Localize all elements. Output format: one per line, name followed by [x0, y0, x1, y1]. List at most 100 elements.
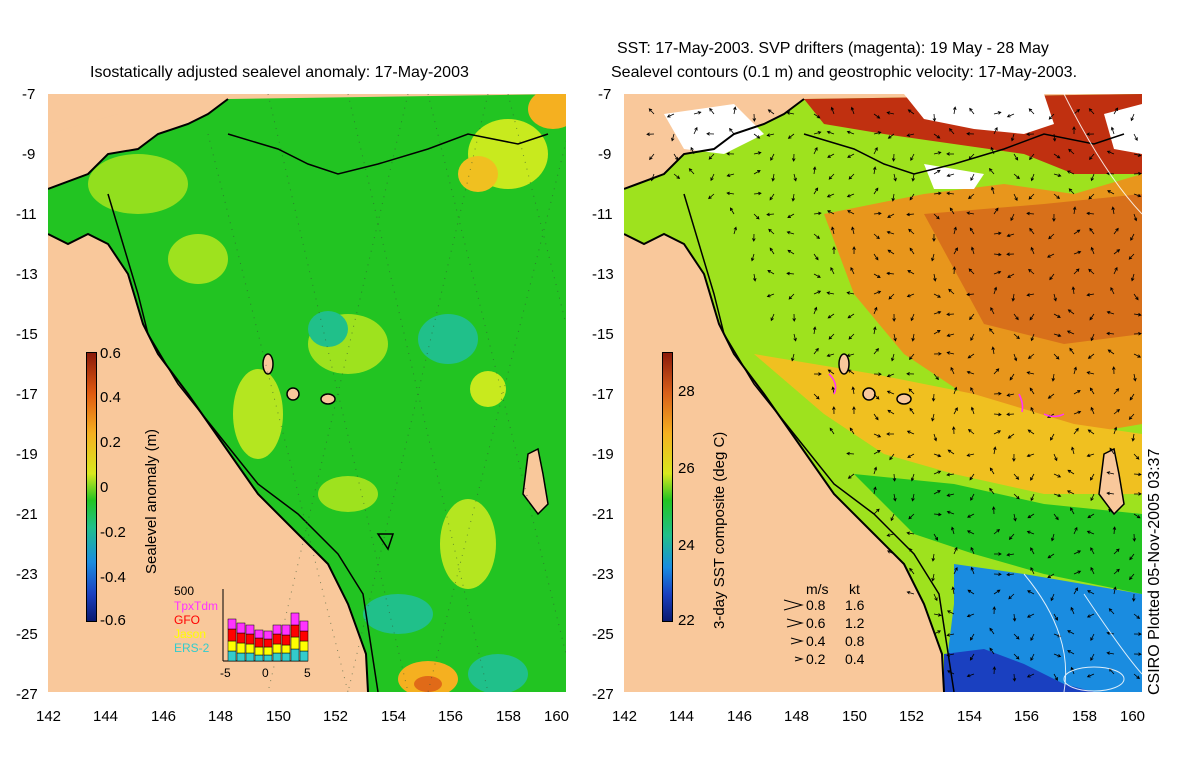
- velocity-arrow: [1026, 293, 1035, 297]
- velocity-arrow: [733, 106, 737, 115]
- velocity-arrow: [931, 573, 935, 582]
- velocity-arrow: [1053, 173, 1062, 177]
- velocity-arrow: [786, 230, 795, 235]
- sst-map: [624, 94, 1142, 692]
- velocity-arrow: [1066, 170, 1075, 175]
- sst-colorbar-tick: 26: [678, 460, 695, 477]
- velocity-arrow: [891, 353, 895, 362]
- velocity-arrow: [1053, 153, 1061, 159]
- velocity-arrow: [852, 246, 856, 255]
- velocity-arrow: [1049, 273, 1055, 281]
- velocity-arrow: [1090, 473, 1095, 481]
- velocity-arrow: [1029, 387, 1035, 395]
- velocity-arrow: [990, 186, 995, 195]
- velocity-arrow: [967, 513, 975, 518]
- velocity-arrow: [933, 169, 941, 175]
- histogram-bar: [245, 633, 255, 645]
- velocity-arrow: [813, 211, 822, 216]
- velocity-arrow: [908, 513, 915, 520]
- velocity-arrow: [967, 353, 975, 359]
- velocity-arrow: [1108, 608, 1115, 615]
- velocity-arrow: [1089, 153, 1095, 161]
- velocity-arrow: [1133, 453, 1140, 460]
- velocity-arrow: [1072, 126, 1076, 135]
- velocity-arrow: [947, 449, 955, 455]
- histogram-xtick: -5: [220, 666, 231, 680]
- velocity-arrow: [951, 426, 956, 435]
- velocity-arrow: [933, 151, 942, 155]
- histogram-bar: [236, 632, 246, 644]
- velocity-arrow: [886, 271, 895, 276]
- velocity-arrow: [873, 187, 879, 195]
- velocity-arrow: [752, 113, 757, 122]
- plot-credit: CSIRO Plotted 05-Nov-2005 03:37: [1146, 448, 1163, 695]
- lon-tick: 148: [784, 708, 810, 725]
- velocity-arrow: [1053, 193, 1061, 200]
- velocity-arrow: [891, 193, 895, 202]
- velocity-arrow: [1107, 349, 1115, 355]
- velocity-arrow: [846, 291, 855, 295]
- histogram-bar: [281, 652, 291, 662]
- velocity-arrow: [953, 407, 958, 415]
- velocity-arrow: [953, 386, 958, 395]
- sst-colorbar-tick: 22: [678, 612, 695, 629]
- velocity-arrow: [766, 212, 775, 217]
- velocity-arrow: [1006, 572, 1015, 577]
- velocity-arrow: [753, 170, 761, 175]
- velocity-arrow: [831, 226, 835, 235]
- lat-tick: -13: [16, 266, 38, 283]
- velocity-arrow: [753, 151, 762, 155]
- velocity-arrow: [1050, 433, 1055, 441]
- velocity-arrow: [769, 247, 775, 255]
- lon-tick: 144: [93, 708, 119, 725]
- histogram-bar: [263, 630, 273, 640]
- velocity-arrow: [966, 530, 975, 535]
- velocity-arrow: [953, 226, 957, 235]
- velocity-arrow: [1073, 390, 1081, 395]
- velocity-arrow: [1068, 188, 1075, 195]
- velocity-arrow: [1113, 227, 1119, 235]
- velocity-arrow: [873, 211, 882, 216]
- velocity-arrow: [1073, 587, 1078, 595]
- velocity-arrow: [733, 226, 737, 235]
- velocity-arrow: [1028, 193, 1035, 200]
- velocity-arrow: [966, 292, 975, 297]
- velocity-arrow: [1133, 632, 1142, 636]
- histogram-ymax-label: 500: [174, 584, 195, 598]
- velocity-legend-ms: 0.6: [806, 615, 826, 631]
- velocity-arrow: [786, 111, 795, 115]
- velocity-arrow: [893, 493, 897, 502]
- velocity-arrow: [826, 353, 835, 358]
- velocity-arrow: [970, 173, 975, 182]
- velocity-arrow: [1053, 293, 1057, 302]
- velocity-legend-kt: 1.2: [845, 615, 865, 631]
- velocity-arrow: [666, 113, 675, 118]
- velocity-arrow: [1133, 353, 1142, 358]
- velocity-arrow: [1073, 550, 1082, 555]
- velocity-arrow: [1068, 148, 1075, 155]
- histogram-bar: [290, 636, 300, 650]
- velocity-arrow: [873, 486, 877, 495]
- velocity-arrow: [1087, 590, 1095, 595]
- velocity-arrow: [1073, 229, 1081, 235]
- velocity-arrow: [910, 153, 915, 161]
- velocity-arrow: [726, 173, 735, 177]
- velocity-arrow: [966, 613, 975, 618]
- velocity-arrow: [1112, 366, 1116, 375]
- velocity-arrow: [693, 111, 702, 115]
- velocity-arrow: [1053, 473, 1062, 478]
- velocity-arrow: [1013, 633, 1020, 640]
- velocity-arrow: [933, 533, 939, 541]
- velocity-arrow: [1053, 313, 1061, 318]
- velocity-arrow: [828, 173, 835, 180]
- histogram-bar: [263, 654, 273, 662]
- velocity-arrow: [673, 173, 681, 179]
- velocity-arrow: [993, 446, 997, 455]
- velocity-arrow: [752, 233, 756, 242]
- sealevel-colorbar-tick: 0.4: [100, 389, 121, 406]
- velocity-arrow: [847, 210, 855, 215]
- velocity-arrow: [1028, 108, 1035, 115]
- velocity-arrow: [1130, 273, 1135, 282]
- lat-tick: -27: [16, 686, 38, 703]
- velocity-arrow: [649, 153, 655, 161]
